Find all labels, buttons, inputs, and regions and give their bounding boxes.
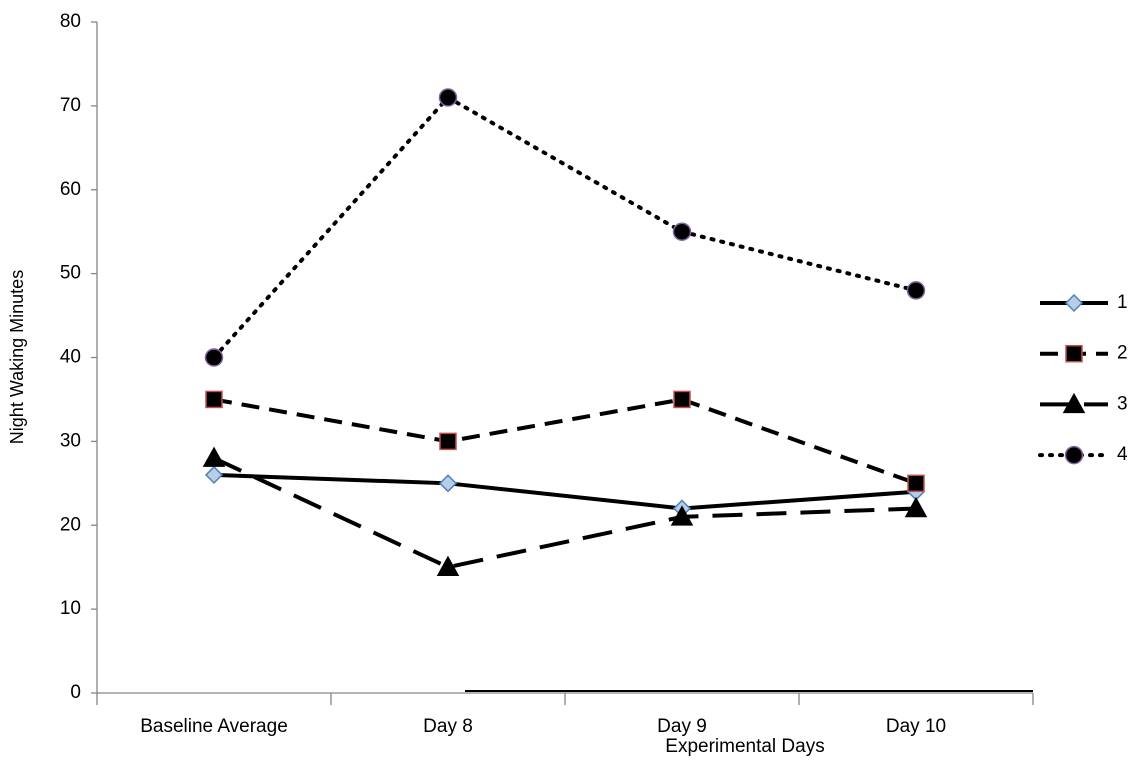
y-tick-label: 70 xyxy=(60,95,81,116)
data-point xyxy=(202,446,226,467)
x-tick-label: Baseline Average xyxy=(140,716,288,737)
legend-label: 2 xyxy=(1117,343,1128,364)
x-axis-label: Experimental Days xyxy=(665,736,824,757)
legend-marker xyxy=(1064,293,1084,313)
data-point xyxy=(205,390,223,409)
series-line xyxy=(212,94,918,360)
y-tick-label: 40 xyxy=(60,347,81,368)
x-tick-label: Day 10 xyxy=(886,716,946,737)
y-tick-label: 0 xyxy=(70,682,81,703)
x-tick-label: Day 9 xyxy=(657,716,707,737)
data-point xyxy=(673,390,691,409)
legend-marker xyxy=(1064,445,1084,465)
y-tick-label: 30 xyxy=(60,430,81,451)
x-tick-label: Day 8 xyxy=(423,716,473,737)
series-line xyxy=(213,472,917,511)
y-tick-label: 80 xyxy=(60,11,81,32)
legend-marker xyxy=(1062,392,1086,414)
data-point xyxy=(906,281,926,300)
y-tick-label: 60 xyxy=(60,179,81,200)
data-point xyxy=(204,348,224,367)
data-point xyxy=(907,474,925,493)
series-line xyxy=(213,456,917,570)
data-point xyxy=(670,505,694,526)
legend-marker xyxy=(1065,344,1083,363)
y-tick-label: 10 xyxy=(60,598,81,619)
y-axis-label: Night Waking Minutes xyxy=(7,270,27,444)
legend-label: 4 xyxy=(1117,444,1128,465)
legend-label: 1 xyxy=(1117,292,1128,313)
data-point xyxy=(204,465,224,484)
data-point xyxy=(439,432,457,451)
legend-label: 3 xyxy=(1117,393,1128,414)
data-point xyxy=(436,555,460,576)
y-tick-label: 50 xyxy=(60,263,81,284)
data-point xyxy=(672,222,692,241)
data-point xyxy=(438,474,458,493)
y-tick-label: 20 xyxy=(60,514,81,535)
data-point xyxy=(438,88,458,107)
data-point xyxy=(904,496,928,518)
series-line xyxy=(213,397,917,486)
